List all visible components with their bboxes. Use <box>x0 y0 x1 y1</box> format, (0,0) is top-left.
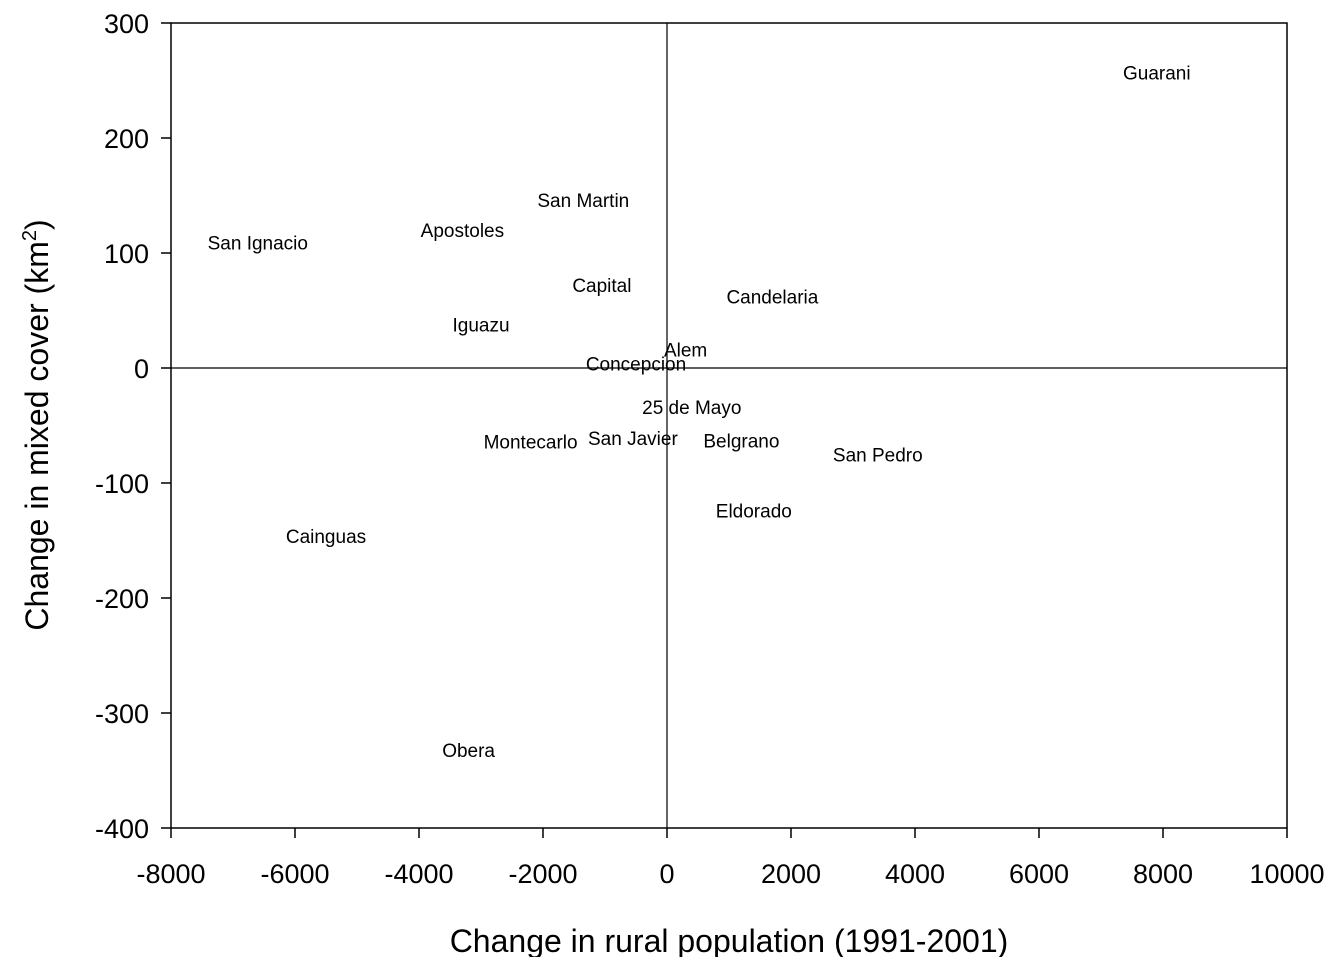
x-tick-label: 0 <box>659 859 674 889</box>
point-label: Cainguas <box>286 527 366 548</box>
reference-lines <box>171 23 1287 828</box>
point-label: Eldorado <box>716 502 792 523</box>
y-tick-label: 0 <box>134 354 149 384</box>
y-axis-title-superscript: 2 <box>19 230 41 241</box>
x-axis-title: Change in rural population (1991-2001) <box>450 923 1009 957</box>
x-tick-label: 8000 <box>1133 859 1193 889</box>
y-tick-label: 300 <box>104 9 149 39</box>
y-axis-title-close: ) <box>19 219 55 230</box>
y-tick-label: -100 <box>95 469 149 499</box>
y-tick-label: 100 <box>104 239 149 269</box>
y-tick-label: -200 <box>95 584 149 614</box>
y-axis-ticks: -400 -300 -200 -100 0 100 200 300 <box>95 9 171 844</box>
x-tick-label: 4000 <box>885 859 945 889</box>
y-axis-title-main: Change in mixed cover (km <box>19 241 55 630</box>
point-label: Belgrano <box>703 431 779 452</box>
x-tick-label: 2000 <box>761 859 821 889</box>
y-axis-title: Change in mixed cover (km2) <box>19 219 55 630</box>
point-label: San Javier <box>588 429 678 450</box>
x-tick-label: -2000 <box>508 859 577 889</box>
point-label: 25 de Mayo <box>642 398 741 419</box>
point-label: Obera <box>442 741 495 762</box>
x-tick-label: -4000 <box>384 859 453 889</box>
x-tick-label: 10000 <box>1249 859 1324 889</box>
point-label: Capital <box>572 276 631 297</box>
point-label: Montecarlo <box>484 433 578 454</box>
point-labels: Guarani San Martin Apostoles San Ignacio Cap… <box>208 63 1191 761</box>
plot-frame <box>171 23 1287 828</box>
point-label: Iguazu <box>452 315 509 336</box>
y-tick-label: -300 <box>95 699 149 729</box>
point-label: Guarani <box>1123 63 1191 84</box>
point-label: Apostoles <box>421 221 504 242</box>
point-label: San Ignacio <box>208 234 308 255</box>
x-tick-label: 6000 <box>1009 859 1069 889</box>
point-label: Candelaria <box>726 288 818 309</box>
y-tick-label: 200 <box>104 124 149 154</box>
x-axis-ticks: -8000 -6000 -4000 -2000 0 2000 4000 6000 8000 100… <box>136 828 1324 889</box>
x-tick-label: -6000 <box>260 859 329 889</box>
point-label: San Martin <box>537 191 629 212</box>
point-label: San Pedro <box>833 445 923 466</box>
y-tick-label: -400 <box>95 814 149 844</box>
point-label: Concepcion <box>586 354 686 375</box>
x-tick-label: -8000 <box>136 859 205 889</box>
